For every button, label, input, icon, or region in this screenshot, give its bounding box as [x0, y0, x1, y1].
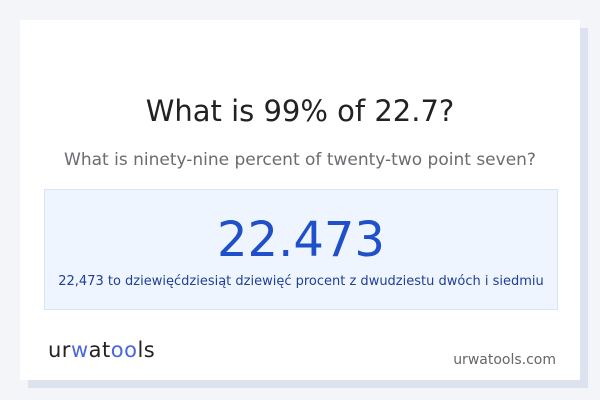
answer-words: 22,473 to dziewięćdziesiąt dziewięć proc…: [58, 274, 544, 289]
answer-value: 22.473: [217, 212, 385, 268]
urwatools-logo: urwatools: [48, 338, 156, 362]
answer-box: 22.473 22,473 to dziewięćdziesiąt dziewi…: [44, 189, 558, 310]
page-title: What is 99% of 22.7?: [145, 94, 455, 128]
result-card: What is 99% of 22.7? What is ninety-nine…: [20, 20, 580, 380]
site-url: urwatools.com: [453, 352, 556, 368]
subtitle: What is ninety-nine percent of twenty-tw…: [64, 150, 536, 170]
